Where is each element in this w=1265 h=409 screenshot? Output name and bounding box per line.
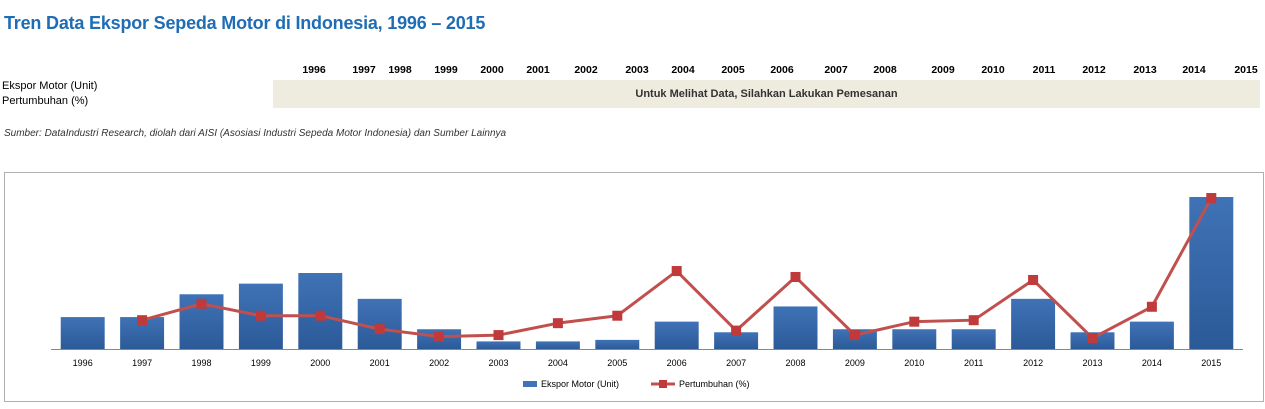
line-point-2006	[671, 266, 682, 277]
year-header-1999: 1999	[434, 64, 458, 76]
year-header-2002: 2002	[574, 64, 598, 76]
x-tick-label-2007: 2007	[726, 358, 746, 368]
x-tick-label-2012: 2012	[1023, 358, 1043, 368]
x-tick-label-2015: 2015	[1201, 358, 1221, 368]
legend-line-marker	[659, 380, 667, 388]
x-tick-label-2008: 2008	[785, 358, 805, 368]
x-tick-label-2003: 2003	[488, 358, 508, 368]
line-point-1999	[255, 310, 266, 321]
legend-bar-swatch	[523, 381, 537, 387]
x-tick-label-1996: 1996	[73, 358, 93, 368]
page-title: Tren Data Ekspor Sepeda Motor di Indones…	[4, 13, 486, 33]
row-label-pertumbuhan: Pertumbuhan (%)	[2, 95, 89, 107]
data-locked-band[interactable]: Untuk Melihat Data, Silahkan Lakukan Pem…	[273, 80, 1260, 108]
line-point-2007	[731, 325, 742, 336]
year-header-2003: 2003	[625, 64, 649, 76]
x-tick-label-2011: 2011	[964, 358, 983, 368]
year-header-2011: 2011	[1032, 64, 1056, 76]
bar-2003	[476, 341, 521, 349]
x-tick-label-2002: 2002	[429, 358, 449, 368]
year-header-1998: 1998	[388, 64, 412, 76]
chart-frame: 1996 1997 1998 1999 2000 2001 2002 2003 2004 2005…	[4, 172, 1264, 402]
year-header-2014: 2014	[1182, 64, 1206, 76]
line-point-2009	[849, 330, 860, 341]
x-tick-label-2013: 2013	[1082, 358, 1102, 368]
year-header-2004: 2004	[671, 64, 695, 76]
row-label-ekspor: Ekspor Motor (Unit)	[2, 80, 98, 92]
year-header-2007: 2007	[824, 64, 848, 76]
year-header-2000: 2000	[480, 64, 504, 76]
x-tick-label-2004: 2004	[548, 358, 568, 368]
year-header-2012: 2012	[1082, 64, 1106, 76]
bar-2014	[1129, 321, 1174, 349]
bar-2011	[951, 329, 996, 349]
line-point-2004	[552, 318, 563, 329]
line-point-2012	[1028, 274, 1039, 285]
year-header-2010: 2010	[981, 64, 1005, 76]
year-header-2001: 2001	[526, 64, 550, 76]
year-header-2005: 2005	[721, 64, 745, 76]
line-point-2011	[968, 315, 979, 326]
bar-2012	[1011, 298, 1056, 349]
legend-bar-label: Ekspor Motor (Unit)	[541, 379, 619, 389]
bar-2008	[773, 306, 818, 349]
legend-line-label: Pertumbuhan (%)	[679, 379, 750, 389]
x-tick-label-1997: 1997	[132, 358, 152, 368]
x-tick-label-2009: 2009	[845, 358, 865, 368]
x-tick-label-1999: 1999	[251, 358, 271, 368]
year-header-2009: 2009	[931, 64, 955, 76]
line-point-2003	[493, 330, 504, 341]
line-point-2002	[434, 331, 445, 342]
x-tick-label-2014: 2014	[1142, 358, 1162, 368]
x-tick-label-2010: 2010	[904, 358, 924, 368]
year-header-2008: 2008	[873, 64, 897, 76]
year-header-1996: 1996	[302, 64, 326, 76]
line-point-1998	[196, 298, 207, 309]
line-point-2001	[374, 324, 385, 335]
line-point-2015	[1206, 193, 1217, 204]
year-header-2015: 2015	[1234, 64, 1258, 76]
line-point-2010	[909, 316, 920, 327]
line-point-1997	[137, 315, 148, 326]
bar-2007	[714, 332, 759, 349]
bar-2005	[595, 339, 640, 349]
source-note: Sumber: DataIndustri Research, diolah da…	[4, 128, 507, 139]
line-point-2000	[315, 310, 326, 321]
year-header-1997: 1997	[352, 64, 376, 76]
table-year-header: 1996 1997 1998 1999 2000 2001 2002 2003 2004 2005…	[0, 64, 1265, 78]
order-notice: Untuk Melihat Data, Silahkan Lakukan Pem…	[635, 88, 898, 100]
year-header-2013: 2013	[1133, 64, 1157, 76]
line-point-2014	[1146, 301, 1157, 312]
x-tick-label-1998: 1998	[191, 358, 211, 368]
bar-1996	[60, 317, 105, 349]
combo-chart: 1996 1997 1998 1999 2000 2001 2002 2003 2004 2005…	[51, 193, 1243, 389]
bar-2004	[535, 341, 580, 349]
line-point-2008	[790, 271, 801, 282]
bar-2010	[892, 329, 937, 349]
x-tick-label-2005: 2005	[607, 358, 627, 368]
line-point-2005	[612, 310, 623, 321]
bar-2015	[1189, 197, 1234, 349]
bar-2006	[654, 321, 699, 349]
bar-2001	[357, 298, 402, 349]
x-tick-label-2000: 2000	[310, 358, 330, 368]
x-tick-label-2006: 2006	[667, 358, 687, 368]
year-header-2006: 2006	[770, 64, 794, 76]
x-tick-label-2001: 2001	[370, 358, 390, 368]
line-point-2013	[1087, 333, 1098, 344]
